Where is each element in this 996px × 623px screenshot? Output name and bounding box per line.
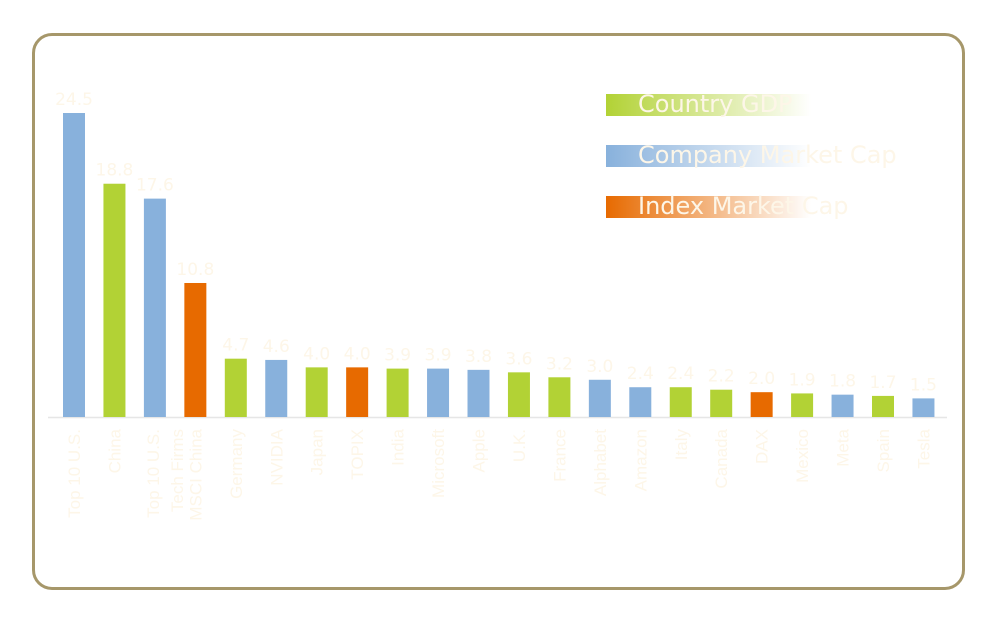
- category-label: Microsoft: [429, 429, 448, 498]
- legend-swatch-country: [606, 94, 811, 116]
- category-label: Alphabet: [591, 429, 610, 496]
- data-label: 3.8: [465, 347, 492, 367]
- data-label: 10.8: [176, 260, 214, 280]
- category-label: Meta: [834, 428, 853, 466]
- legend-item-country: Country GDP: [606, 90, 936, 118]
- bar-tesla: [912, 398, 935, 417]
- category-label: Spain: [874, 429, 893, 472]
- category-label: Mexico: [793, 429, 812, 483]
- bar-dax: [750, 392, 773, 417]
- bar-mexico: [791, 393, 814, 417]
- data-label: 4.0: [344, 344, 371, 364]
- data-label: 24.5: [55, 90, 93, 110]
- category-label: NVIDIA: [267, 428, 286, 485]
- data-label: 3.0: [586, 357, 613, 377]
- bar-microsoft: [427, 368, 450, 417]
- data-label: 3.9: [384, 346, 411, 366]
- data-label: 4.0: [303, 344, 330, 364]
- bar-amazon: [629, 387, 652, 417]
- data-label: 1.9: [789, 370, 816, 390]
- data-label: 2.4: [627, 364, 654, 384]
- bar-meta: [831, 394, 854, 417]
- category-label: Germany: [227, 429, 246, 499]
- chart-card: [32, 33, 965, 590]
- data-label: 2.4: [667, 364, 694, 384]
- category-label: Japan: [308, 429, 327, 475]
- category-label: U.K.: [510, 429, 529, 462]
- category-label: China: [105, 428, 124, 473]
- data-label: 4.7: [222, 336, 249, 356]
- category-label: TOPIX: [348, 429, 367, 480]
- data-label: 2.0: [748, 369, 775, 389]
- category-label: Tesla: [914, 428, 933, 468]
- bar-nvidia: [265, 359, 288, 417]
- bar-u-k-: [507, 372, 530, 417]
- data-label: 1.8: [829, 372, 856, 392]
- category-label: France: [550, 429, 569, 482]
- legend-label: Company Market Cap: [638, 141, 897, 169]
- bar-topix: [346, 367, 369, 417]
- data-label: 18.8: [96, 161, 134, 181]
- category-label: Italy: [672, 429, 691, 461]
- bar-top-10-u-s-tech-firms: [143, 198, 166, 417]
- legend-item-company: Company Market Cap: [606, 141, 936, 169]
- data-label: 1.7: [869, 373, 896, 393]
- category-label: Apple: [470, 429, 489, 472]
- bar-msci-china: [184, 282, 207, 417]
- bar-germany: [224, 358, 247, 417]
- category-label: Amazon: [631, 429, 650, 491]
- bar-japan: [305, 367, 328, 417]
- bar-italy: [669, 387, 692, 417]
- category-label: MSCI China: [186, 428, 205, 520]
- category-label: India: [389, 428, 408, 465]
- legend-item-index: Index Market Cap: [606, 192, 936, 220]
- legend-label: Country GDP: [638, 90, 793, 118]
- bar-china: [103, 183, 126, 417]
- data-label: 3.2: [546, 354, 573, 374]
- data-label: 3.9: [425, 346, 452, 366]
- data-label: 4.6: [263, 337, 290, 357]
- bar-canada: [710, 389, 733, 417]
- category-label: Top 10 U.S. Tech Firms: [144, 429, 187, 518]
- bar-france: [548, 377, 571, 417]
- bar-spain: [872, 395, 894, 417]
- bar-alphabet: [588, 379, 611, 417]
- data-label: 1.5: [910, 375, 937, 395]
- bar-top-10-u-s-: [63, 113, 85, 417]
- category-label: Top 10 U.S.: [65, 429, 84, 518]
- category-label: Canada: [712, 428, 731, 488]
- legend-swatch-index: [606, 196, 811, 218]
- data-label: 2.2: [708, 367, 735, 387]
- data-label: 3.6: [505, 349, 532, 369]
- bar-india: [386, 368, 409, 417]
- data-label: 17.6: [136, 176, 174, 196]
- legend-label: Index Market Cap: [638, 192, 849, 220]
- legend-swatch-company: [606, 145, 811, 167]
- category-label: DAX: [753, 429, 772, 464]
- bar-apple: [467, 369, 490, 417]
